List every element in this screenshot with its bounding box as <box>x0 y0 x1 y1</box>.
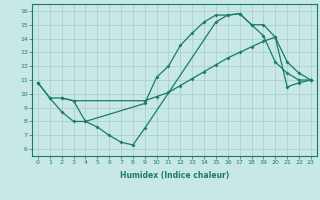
X-axis label: Humidex (Indice chaleur): Humidex (Indice chaleur) <box>120 171 229 180</box>
